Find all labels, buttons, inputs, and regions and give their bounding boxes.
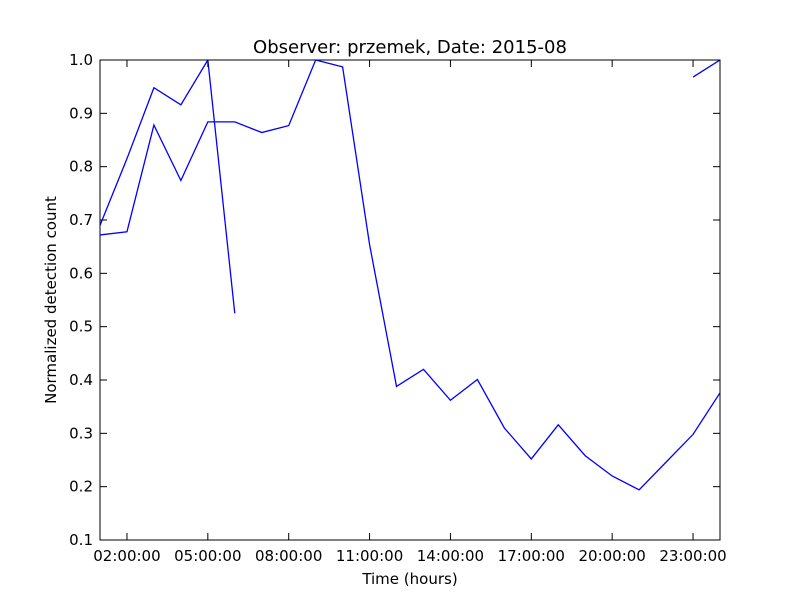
x-tick-label: 02:00:00 xyxy=(93,547,160,565)
x-axis-label: Time (hours) xyxy=(361,570,457,588)
y-tick-label: 0.2 xyxy=(69,478,93,496)
y-tick-label: 0.3 xyxy=(69,424,93,442)
x-axis-ticks: 02:00:00 05:00:00 08:00:00 11:00:00 14:00:00… xyxy=(93,60,727,565)
series-line-1 xyxy=(100,60,236,314)
x-tick-label: 11:00:00 xyxy=(336,547,403,565)
y-tick-label: 0.9 xyxy=(69,104,93,122)
y-tick-label: 0.5 xyxy=(69,318,93,336)
y-axis-ticks: 0.1 0.2 0.3 0.4 0.5 0.6 0.7 0.8 0.9 1.0 xyxy=(69,51,720,549)
chart-title: Observer: przemek, Date: 2015-08 xyxy=(253,37,567,58)
y-tick-label: 0.1 xyxy=(69,531,93,549)
y-tick-label: 0.4 xyxy=(69,371,93,389)
series-line-2 xyxy=(100,60,720,491)
plot-area xyxy=(99,59,721,541)
x-tick-label: 17:00:00 xyxy=(498,547,565,565)
y-tick-label: 0.7 xyxy=(69,211,93,229)
y-tick-label: 0.8 xyxy=(69,158,93,176)
series-group xyxy=(100,60,720,491)
series-line-3 xyxy=(692,60,720,78)
axes-frame xyxy=(99,59,721,541)
x-tick-label: 05:00:00 xyxy=(174,547,241,565)
x-tick-label: 23:00:00 xyxy=(659,547,726,565)
y-tick-label: 0.6 xyxy=(69,264,93,282)
y-axis-label: Normalized detection count xyxy=(42,196,60,404)
y-tick-label: 1.0 xyxy=(69,51,93,69)
x-tick-label: 14:00:00 xyxy=(417,547,484,565)
x-tick-label: 08:00:00 xyxy=(255,547,322,565)
x-tick-label: 20:00:00 xyxy=(578,547,645,565)
